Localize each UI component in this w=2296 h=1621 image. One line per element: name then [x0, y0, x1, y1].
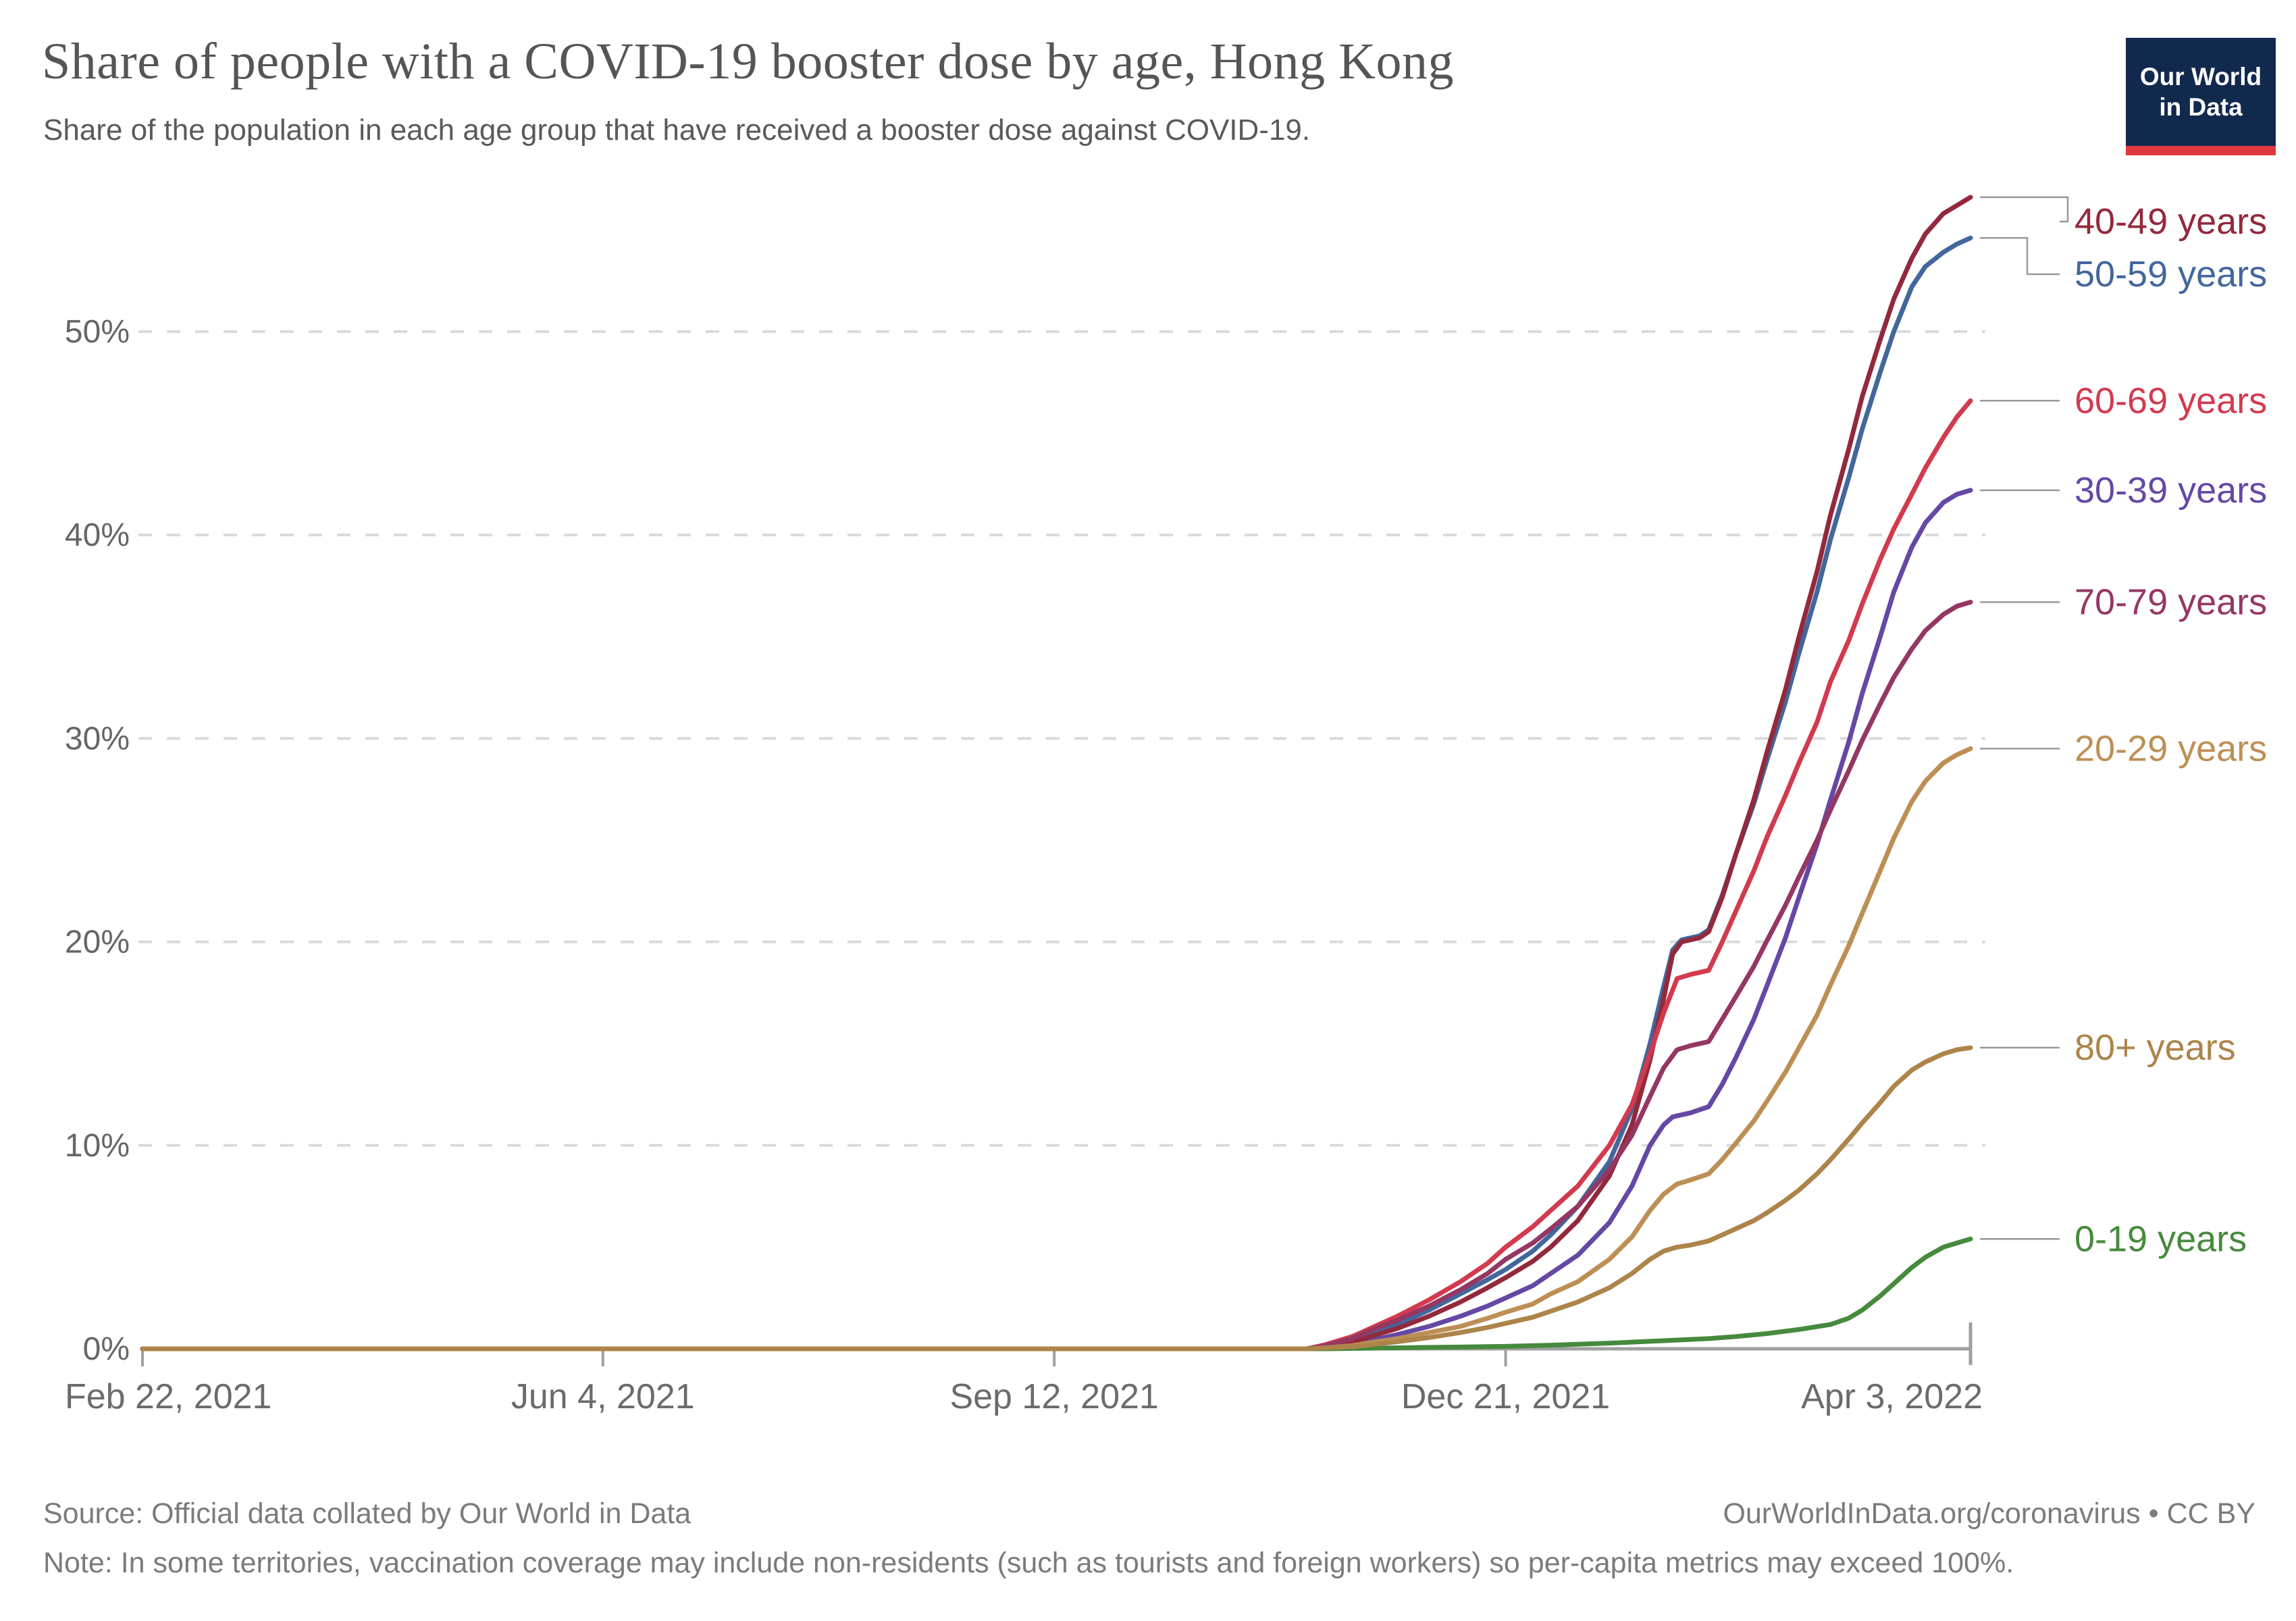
- note-text: Note: In some territories, vaccination c…: [43, 1547, 2014, 1580]
- legend-label-70-79-years[interactable]: 70-79 years: [2075, 582, 2267, 622]
- legend-label-30-39-years[interactable]: 30-39 years: [2075, 470, 2267, 511]
- page-title: Share of people with a COVID-19 booster …: [42, 33, 1455, 90]
- legend-label-50-59-years[interactable]: 50-59 years: [2075, 254, 2267, 294]
- legend-label-20-29-years[interactable]: 20-29 years: [2075, 728, 2267, 769]
- legend-label-40-49-years[interactable]: 40-49 years: [2075, 201, 2267, 242]
- x-tick-label-4: Apr 3, 2022: [1801, 1377, 1983, 1416]
- series-line-60-69-years[interactable]: [140, 398, 1973, 1352]
- x-tick-label-0: Feb 22, 2021: [65, 1377, 271, 1416]
- x-tick-label-2: Sep 12, 2021: [949, 1377, 1158, 1416]
- legend-leader-40-49-years: [1980, 196, 2069, 223]
- series-line-80-years[interactable]: [140, 1045, 1973, 1352]
- y-tick-label-50: 50%: [65, 314, 130, 350]
- series-line-30-39-years[interactable]: [140, 488, 1973, 1352]
- series-line-50-59-years[interactable]: [140, 235, 1973, 1352]
- legend-label-60-69-years[interactable]: 60-69 years: [2075, 380, 2267, 421]
- source-text: Source: Official data collated by Our Wo…: [43, 1497, 692, 1530]
- owid-logo-redbar: [2126, 146, 2276, 155]
- series-line-70-79-years[interactable]: [140, 600, 1973, 1352]
- x-tick-label-3: Dec 21, 2021: [1401, 1377, 1610, 1416]
- legend-leader-50-59-years: [1980, 237, 2060, 276]
- series-line-40-49-years[interactable]: [140, 195, 1973, 1352]
- y-tick-label-20: 20%: [65, 925, 130, 960]
- y-tick-label-0: 0%: [83, 1331, 130, 1367]
- legend-label-80-years[interactable]: 80+ years: [2075, 1027, 2236, 1068]
- legend-label-0-19-years[interactable]: 0-19 years: [2075, 1218, 2247, 1259]
- page-subtitle: Share of the population in each age grou…: [43, 113, 1311, 147]
- x-tick-label-1: Jun 4, 2021: [511, 1377, 695, 1416]
- owid-logo-line2: in Data: [2159, 93, 2243, 121]
- chart-footer: Source: Official data collated by Our Wo…: [43, 1494, 2255, 1584]
- series-line-20-29-years[interactable]: [140, 746, 1973, 1352]
- attribution-link[interactable]: OurWorldInData.org/coronavirus • CC BY: [1723, 1497, 2255, 1530]
- y-tick-label-30: 30%: [65, 721, 130, 756]
- owid-logo[interactable]: Our World in Data: [2126, 38, 2276, 155]
- y-tick-label-10: 10%: [65, 1128, 130, 1164]
- series-line-0-19-years[interactable]: [140, 1236, 1973, 1352]
- y-tick-label-40: 40%: [65, 517, 130, 553]
- owid-logo-line1: Our World: [2139, 62, 2262, 91]
